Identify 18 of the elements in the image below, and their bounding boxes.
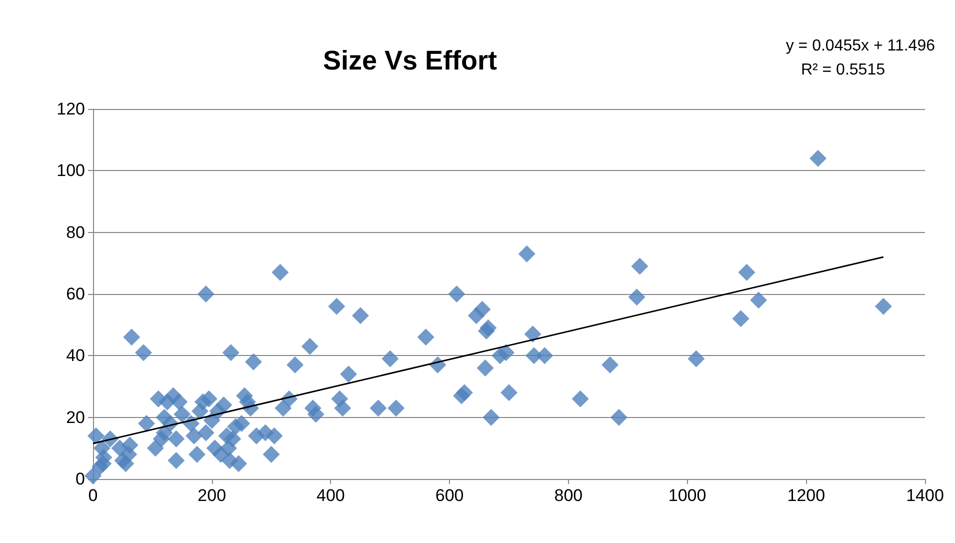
y-tick-label: 20 <box>66 408 85 427</box>
y-tick-label: 120 <box>56 100 85 118</box>
x-tick-label: 0 <box>88 486 98 505</box>
text: R² = 0.5515 <box>800 62 886 78</box>
y-tick-label: 0 <box>76 470 85 488</box>
x-tick-label: 1200 <box>787 486 826 505</box>
y-tick-label: 80 <box>66 222 85 242</box>
x-tick-label: 200 <box>198 486 226 505</box>
chart-title: Size Vs Effort <box>323 46 498 76</box>
x-tick-label: 1400 <box>906 486 944 505</box>
y-tick-label: 40 <box>66 346 85 366</box>
x-tick-label: 600 <box>435 486 464 505</box>
x-tick-label: 400 <box>316 486 345 505</box>
y-tick-label: 100 <box>56 161 85 180</box>
y-tick-label: 60 <box>66 284 85 304</box>
x-tick-label: 1000 <box>668 486 706 505</box>
text: y = 0.0455x + 11.496 <box>786 38 936 54</box>
x-tick-label: 800 <box>554 486 583 505</box>
